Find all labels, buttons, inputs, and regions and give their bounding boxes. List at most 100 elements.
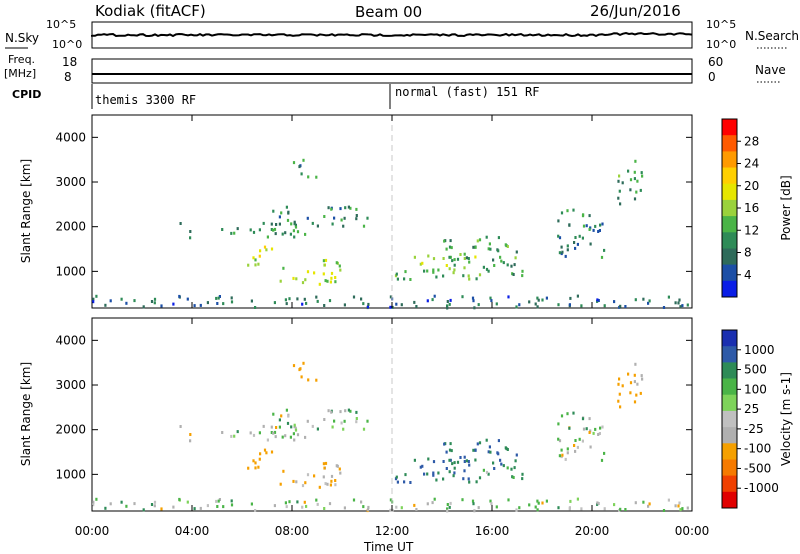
scatter-cell [475,480,478,484]
scatter-cell [597,299,600,302]
power-ylabel: Slant Range [km] [19,159,33,263]
scatter-cell [389,295,392,299]
scatter-cell [497,236,500,240]
scatter-cell [521,472,524,476]
scatter-cell [596,298,599,302]
scatter-cell [629,391,632,395]
scatter-cell [304,232,307,236]
scatter-cell [426,269,429,273]
scatter-cell [343,216,346,220]
scatter-cell [315,378,318,382]
scatter-cell [343,506,346,510]
scatter-cell [409,278,412,281]
scatter-cell [463,460,466,463]
scatter-cell [334,483,337,487]
scatter-cell [250,299,253,303]
scatter-cell [427,457,430,461]
scatter-cell [478,273,482,277]
scatter-cell [293,235,296,239]
scatter-cell [217,296,220,300]
scatter-cell [330,271,334,275]
scatter-cell [545,296,548,300]
scatter-cell [465,256,468,260]
scatter-cell [617,179,620,183]
scatter-cell [627,169,630,173]
colorbar-segment [722,199,737,217]
scatter-cell [662,509,666,512]
scatter-cell [339,410,342,414]
scatter-cell [266,235,269,239]
scatter-cell [640,171,643,175]
scatter-cell [674,504,677,508]
scatter-cell [453,461,456,465]
scatter-cell [199,506,202,510]
scatter-cell [215,296,218,300]
scatter-cell [306,419,309,423]
scatter-cell [120,500,123,504]
scatter-cell [581,214,585,218]
scatter-cell [133,502,136,506]
power-y-ticks: 1000 2000 3000 4000 [55,130,692,278]
scatter-cell [236,227,239,231]
scatter-cell [574,246,577,250]
scatter-cell [621,384,624,388]
scatter-cell [572,411,575,415]
scatter-cell [367,302,370,306]
scatter-cell [263,448,267,452]
scatter-cell [221,228,224,231]
scatter-cell [272,209,275,213]
scatter-cell [443,239,446,243]
scatter-cell [391,508,394,512]
scatter-cell [536,305,539,309]
scatter-cell [621,181,624,185]
scatter-cell [474,255,477,259]
scatter-cell [487,450,490,454]
scatter-cell [285,408,288,412]
scatter-cell [686,506,689,510]
scatter-cell [274,435,277,439]
scatter-cell [497,452,500,456]
scatter-cell [433,497,436,501]
scatter-cell [521,477,524,481]
scatter-cell [557,437,560,441]
scatter-cell [557,506,560,510]
scatter-cell [435,478,438,482]
scatter-cell [415,508,418,511]
scatter-cell [250,502,253,506]
scatter-cell [432,268,435,272]
scatter-cell [301,281,305,285]
scatter-cell [432,270,435,274]
scatter-cell [323,507,326,510]
scatter-cell [485,235,488,239]
scatter-cell [257,465,260,469]
scatter-cell [475,277,478,281]
colorbar-tick-label: 24 [744,157,759,171]
scatter-cell [328,299,332,303]
scatter-cell [280,211,283,215]
nsearch-tick-bottom: 10^0 [706,38,736,51]
scatter-cell [206,301,209,305]
freq-tick-top: 18 [62,55,77,69]
scatter-cell [561,453,564,457]
scatter-cell [266,438,269,442]
scatter-cell [249,228,252,232]
scatter-cell [347,205,350,209]
scatter-cell [449,442,452,446]
scatter-cell [330,474,334,478]
scatter-cell [574,236,577,239]
scatter-cell [306,270,310,274]
scatter-cell [292,432,295,436]
scatter-cell [446,503,449,506]
scatter-cell [448,458,451,462]
nsky-label: N.Sky [5,31,39,45]
scatter-cell [142,305,145,309]
scatter-cell [296,297,299,301]
scatter-cell [521,274,524,278]
scatter-cell [578,234,581,238]
scatter-cell [292,479,295,483]
scatter-cell [580,304,583,308]
scatter-cell [497,249,500,253]
scatter-cell [463,469,466,473]
scatter-cell [580,507,583,511]
scatter-cell [557,303,560,307]
